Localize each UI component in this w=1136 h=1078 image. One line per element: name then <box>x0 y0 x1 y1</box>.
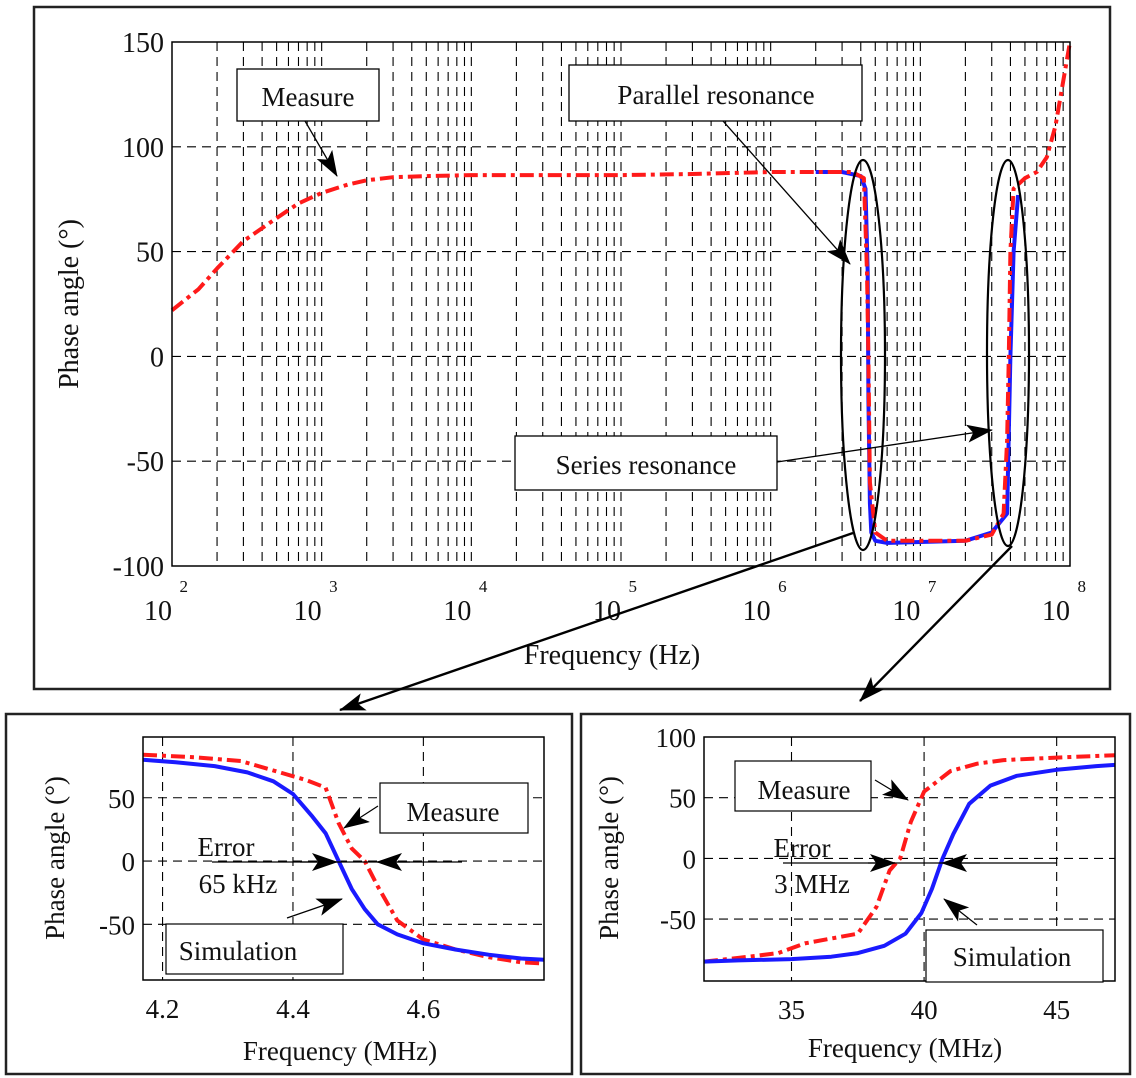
series-resonance-callout-text: Series resonance <box>556 450 737 480</box>
x-tick-label: 40 <box>911 995 938 1025</box>
left-measure-callout-text: Measure <box>407 797 500 827</box>
right-error-label: Error <box>774 833 831 863</box>
x-tick-label-exponent: 6 <box>778 577 787 596</box>
x-tick-label: 4.6 <box>406 994 440 1024</box>
y-tick-label: 100 <box>656 723 697 753</box>
left-error-label: Error <box>198 832 255 862</box>
x-tick-label-base: 10 <box>443 596 471 627</box>
right-measure-callout-text: Measure <box>758 775 851 805</box>
parallel-resonance-ellipse <box>839 158 887 552</box>
x-tick-label: 35 <box>778 995 805 1025</box>
left-plot-area <box>142 736 545 981</box>
left-error-value: 65 kHz <box>199 869 278 899</box>
top-panel-frame <box>32 5 1112 691</box>
left-panel-frame <box>4 712 574 1076</box>
y-tick-label: -100 <box>113 552 164 583</box>
left-series <box>142 752 545 966</box>
right-simulation-callout-arrow <box>943 898 978 926</box>
right-panel-frame <box>579 712 1132 1076</box>
right-simulation-callout-text: Simulation <box>953 942 1072 972</box>
series-resonance-callout-arrow <box>776 424 993 463</box>
right-measure-callout-arrow <box>874 779 909 801</box>
y-tick-label: 150 <box>122 28 164 59</box>
series-line-simulation <box>142 757 545 962</box>
left-measure-callout-box <box>379 782 529 834</box>
y-tick-label: 100 <box>122 133 164 164</box>
right-error-value: 3 MHz <box>774 869 850 899</box>
right-y-axis-label: Phase angle (°) <box>594 776 624 940</box>
left-x-tick-labels: 4.2 4.4 4.6 <box>146 994 441 1024</box>
x-tick-label-exponent: 8 <box>1078 577 1087 596</box>
y-tick-label: -50 <box>99 910 135 940</box>
left-y-tick-labels: 50 0 -50 <box>99 784 135 941</box>
zoom-arrow-series <box>859 545 1013 702</box>
y-tick-label: 50 <box>136 238 164 269</box>
parallel-resonance-callout-box <box>568 64 863 122</box>
y-tick-label: 0 <box>683 844 697 874</box>
x-tick-label-exponent: 2 <box>180 577 189 596</box>
right-plot-area <box>703 736 1116 982</box>
zoom-arrow-parallel <box>339 531 854 712</box>
x-tick-label-base: 10 <box>892 596 920 627</box>
right-x-axis-label: Frequency (MHz) <box>808 1033 1002 1063</box>
x-tick-label-exponent: 7 <box>928 577 937 596</box>
top-y-axis-label: Phase angle (°) <box>54 219 85 389</box>
series-line-measure <box>170 41 1072 543</box>
x-tick-label-exponent: 4 <box>479 577 488 596</box>
right-y-tick-labels: 100 50 0 -50 <box>656 723 697 935</box>
left-simulation-callout-box <box>165 923 344 975</box>
y-tick-label: 0 <box>150 342 164 373</box>
measure-callout-box <box>236 68 380 122</box>
top-plot-area <box>171 41 1071 567</box>
left-x-axis-label: Frequency (MHz) <box>243 1036 437 1066</box>
right-measure-callout-box <box>734 760 872 812</box>
measure-callout-text: Measure <box>262 82 355 112</box>
x-tick-label-base: 10 <box>1042 596 1070 627</box>
top-x-axis-label: Frequency (Hz) <box>524 640 700 671</box>
right-x-tick-labels: 35 40 45 <box>778 995 1070 1025</box>
top-y-tick-labels: 150 100 50 0 -50 -100 <box>113 28 164 583</box>
x-tick-label-exponent: 5 <box>629 577 638 596</box>
left-measure-callout-arrow <box>343 805 379 829</box>
top-series <box>170 41 1072 545</box>
x-tick-label-exponent: 3 <box>329 577 338 596</box>
y-tick-label: 50 <box>669 784 696 814</box>
left-y-axis-label: Phase angle (°) <box>40 776 70 940</box>
left-simulation-callout-arrow <box>286 898 343 919</box>
y-tick-label: 50 <box>108 784 135 814</box>
left-simulation-callout-text: Simulation <box>179 936 298 966</box>
y-tick-label: -50 <box>660 905 696 935</box>
series-resonance-ellipse <box>985 158 1031 548</box>
y-tick-label: -50 <box>127 447 164 478</box>
x-tick-label-base: 10 <box>294 596 322 627</box>
y-tick-label: 0 <box>122 847 136 877</box>
x-tick-label: 4.4 <box>276 994 310 1024</box>
parallel-resonance-callout-text: Parallel resonance <box>617 80 814 110</box>
measure-callout-arrow <box>304 120 338 177</box>
x-tick-label: 45 <box>1043 995 1070 1025</box>
parallel-resonance-callout-arrow <box>722 120 851 265</box>
series-line-simulation <box>703 762 1116 964</box>
x-tick-label: 4.2 <box>146 994 180 1024</box>
right-simulation-callout-box <box>925 929 1104 983</box>
series-resonance-callout-box <box>514 435 778 491</box>
x-tick-label-base: 10 <box>144 596 172 627</box>
x-tick-label-base: 10 <box>743 596 771 627</box>
